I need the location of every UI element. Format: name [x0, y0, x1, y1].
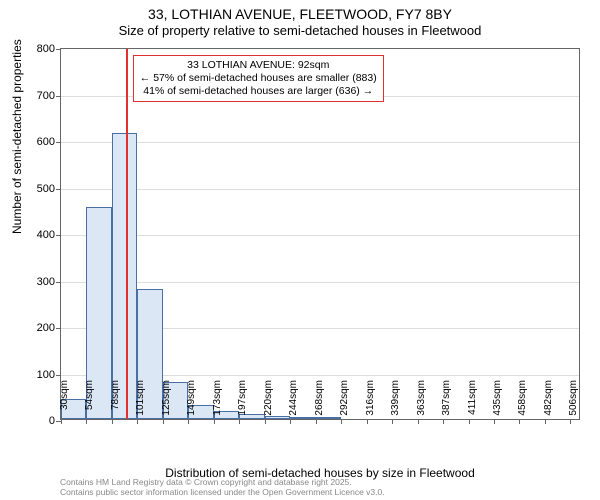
- y-axis-label: Number of semi-detached properties: [10, 39, 24, 234]
- ytick-label: 400: [31, 229, 61, 241]
- ytick-label: 200: [31, 322, 61, 334]
- xtick-label: 363sqm: [416, 380, 427, 425]
- xtick-label: 292sqm: [339, 380, 350, 425]
- xtick-label: 482sqm: [543, 380, 554, 425]
- xtick-label: 220sqm: [263, 380, 274, 425]
- grid-line: [61, 189, 579, 190]
- annotation-line2: ← 57% of semi-detached houses are smalle…: [140, 72, 377, 85]
- annotation-line1: 33 LOTHIAN AVENUE: 92sqm: [140, 59, 377, 72]
- xtick-label: 387sqm: [441, 380, 452, 425]
- footer-line2: Contains public sector information licen…: [60, 488, 385, 498]
- xtick-label: 54sqm: [84, 380, 95, 425]
- annotation-box: 33 LOTHIAN AVENUE: 92sqm ← 57% of semi-d…: [133, 55, 384, 102]
- xtick-label: 173sqm: [212, 380, 223, 425]
- xtick-label: 149sqm: [186, 380, 197, 425]
- xtick-label: 411sqm: [467, 380, 478, 425]
- xtick-label: 458sqm: [517, 380, 528, 425]
- xtick-label: 244sqm: [288, 380, 299, 425]
- xtick-label: 197sqm: [237, 380, 248, 425]
- xtick-label: 339sqm: [390, 380, 401, 425]
- ytick-label: 800: [31, 43, 61, 55]
- histogram-bar: [112, 133, 137, 419]
- grid-line: [61, 142, 579, 143]
- xtick-label: 268sqm: [314, 380, 325, 425]
- title-line2: Size of property relative to semi-detach…: [0, 23, 600, 39]
- grid-line: [61, 282, 579, 283]
- xtick-label: 506sqm: [568, 380, 579, 425]
- reference-line: [126, 49, 128, 419]
- histogram-chart: 010020030040050060070080030sqm54sqm78sqm…: [60, 48, 580, 420]
- xtick-label: 101sqm: [135, 380, 146, 425]
- xtick-label: 435sqm: [492, 380, 503, 425]
- grid-line: [61, 235, 579, 236]
- ytick-label: 0: [31, 415, 61, 427]
- attribution-footer: Contains HM Land Registry data © Crown c…: [60, 478, 385, 498]
- ytick-label: 300: [31, 276, 61, 288]
- ytick-label: 500: [31, 183, 61, 195]
- title-line1: 33, LOTHIAN AVENUE, FLEETWOOD, FY7 8BY: [0, 6, 600, 23]
- xtick-label: 125sqm: [161, 380, 172, 425]
- xtick-label: 30sqm: [59, 380, 70, 425]
- ytick-label: 600: [31, 136, 61, 148]
- xtick-label: 78sqm: [110, 380, 121, 425]
- ytick-label: 700: [31, 90, 61, 102]
- annotation-line3: 41% of semi-detached houses are larger (…: [140, 85, 377, 98]
- xtick-label: 316sqm: [365, 380, 376, 425]
- ytick-label: 100: [31, 369, 61, 381]
- chart-title-block: 33, LOTHIAN AVENUE, FLEETWOOD, FY7 8BY S…: [0, 0, 600, 38]
